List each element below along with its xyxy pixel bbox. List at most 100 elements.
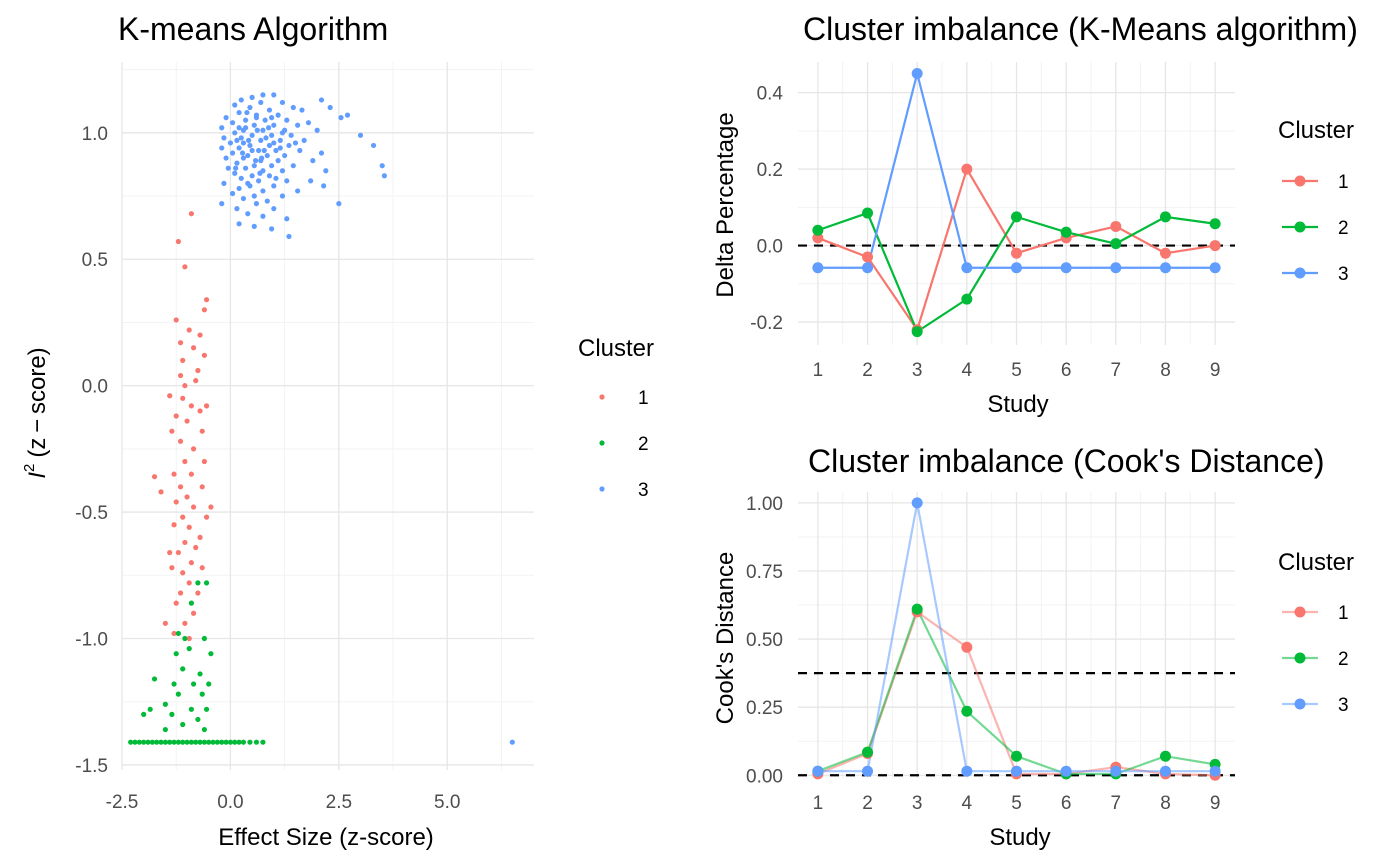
scatter-y-axis-label-symbol: I [24,472,51,479]
cluster-3-point [219,125,225,131]
cluster-3-point [305,120,312,126]
cluster-3-point [314,127,320,133]
x-tick-label: 3 [912,360,923,381]
cluster-3-point [1159,262,1171,274]
x-tick-label: 5.0 [434,792,460,813]
cluster-2-point [206,681,212,687]
x-tick-label: 9 [1210,360,1221,381]
cluster-3-point [249,132,255,138]
cluster-3-point [269,163,275,169]
cluster-1-point [203,514,210,520]
cluster-2-point [961,705,973,717]
cluster-1-point [175,549,181,556]
cluster-3-point [251,163,257,169]
cluster-3-point [271,206,277,212]
scatter-y-ticks: -1.5 -1.0 -0.5 0.0 0.5 1.0 [75,124,108,777]
cluster-1-point [961,641,973,653]
cluster-1-point [201,352,207,358]
cluster-2-point [1159,211,1171,223]
cluster-2-point [236,739,242,745]
cluster-2-point [180,666,186,672]
y-tick-label: 0.25 [746,698,783,719]
cluster-3-point [266,107,273,113]
scatter-points [128,92,515,745]
cluster-2-point [201,739,207,745]
y-tick-label: 0.4 [757,84,784,105]
cluster-1-point [812,232,824,244]
cluster-3-point [223,115,229,121]
cluster-3-point [245,211,251,217]
cluster-2-point [1060,226,1072,238]
legend-label-cluster-1: 1 [1338,603,1349,624]
cluster-2-point [253,739,260,745]
cooks-imbalance-legend-title: Cluster [1278,549,1354,576]
y-tick-label: 0.0 [82,377,108,398]
cooks-imbalance-y-axis-label: Cook's Distance [712,552,739,725]
cluster-2-point [162,739,168,745]
cluster-3-point [273,147,279,154]
cluster-3-point [288,132,294,138]
cluster-2-point [203,580,210,586]
cluster-3-point [286,233,292,240]
cluster-3-point [357,132,364,138]
cluster-3-point [236,125,242,131]
x-tick-label: 4 [962,793,973,814]
cluster-1-point [199,565,205,571]
x-tick-label: 5 [1011,360,1022,381]
x-tick-label: 4 [962,360,973,381]
cluster-2-point [184,739,190,745]
legend-label-cluster-1: 1 [638,388,649,409]
cluster-2-point [199,691,205,697]
cluster-1-point [197,534,203,540]
cluster-1-point [1011,247,1022,259]
y-tick-label: 0.50 [746,630,783,651]
cluster-3-point [221,180,227,186]
cluster-1-point [182,620,188,626]
cluster-2-point [1110,238,1122,250]
cluster-1-point [190,446,197,452]
cluster-3-point [264,198,270,204]
cluster-2-point [206,739,212,745]
cluster-3-point [812,262,824,274]
y-tick-label: -0.2 [750,313,783,334]
cluster-1-point [169,565,175,571]
kmeans-imbalance-y-ticks: -0.2 0.0 0.2 0.4 [750,84,783,334]
cluster-3-point [258,137,264,143]
cluster-3-point [260,127,266,133]
cluster-3-point [381,173,387,179]
cluster-3-point [1060,262,1072,274]
cluster-3-point [259,155,265,161]
cluster-1-point [199,428,205,434]
cooks-imbalance-series [812,497,1221,781]
cluster-1-point [180,570,186,576]
legend-label-cluster-2: 2 [638,434,649,455]
cluster-1-point [1159,247,1171,259]
kmeans-scatter-chart: K-means Algorithm -2.5 0.0 2.5 5.0 -1.5 -1.0… [21,11,654,851]
cluster-3-point [911,497,923,509]
cluster-2-point [175,630,181,637]
cluster-1-point [151,474,158,480]
kmeans-imbalance-legend: 1 2 3 [1282,172,1349,285]
cluster-2-point [227,739,234,745]
cluster-1-point [177,372,184,379]
cluster-1-point [173,317,179,323]
cluster-3-point [323,168,329,174]
cluster-3-point [1209,262,1221,274]
cluster-3-point [284,216,290,222]
cooks-imbalance-title: Cluster imbalance (Cook's Distance) [808,443,1325,479]
cluster-3-point [295,188,301,194]
cluster-2-point [188,739,194,745]
cluster-3-point [253,115,260,121]
kmeans-imbalance-series [812,67,1221,338]
cluster-3-point [261,147,267,154]
cluster-3-point [862,765,874,777]
cluster-3-point [271,92,277,98]
cluster-1-point [1110,220,1122,232]
scatter-x-ticks: -2.5 0.0 2.5 5.0 [106,792,461,813]
cluster-2-point [1011,211,1022,223]
x-tick-label: 2 [862,793,873,814]
kmeans-imbalance-title: Cluster imbalance (K-Means algorithm) [803,11,1358,47]
cluster-1-point [173,600,179,606]
cluster-3-point [295,122,301,128]
cluster-1-point [180,395,186,401]
